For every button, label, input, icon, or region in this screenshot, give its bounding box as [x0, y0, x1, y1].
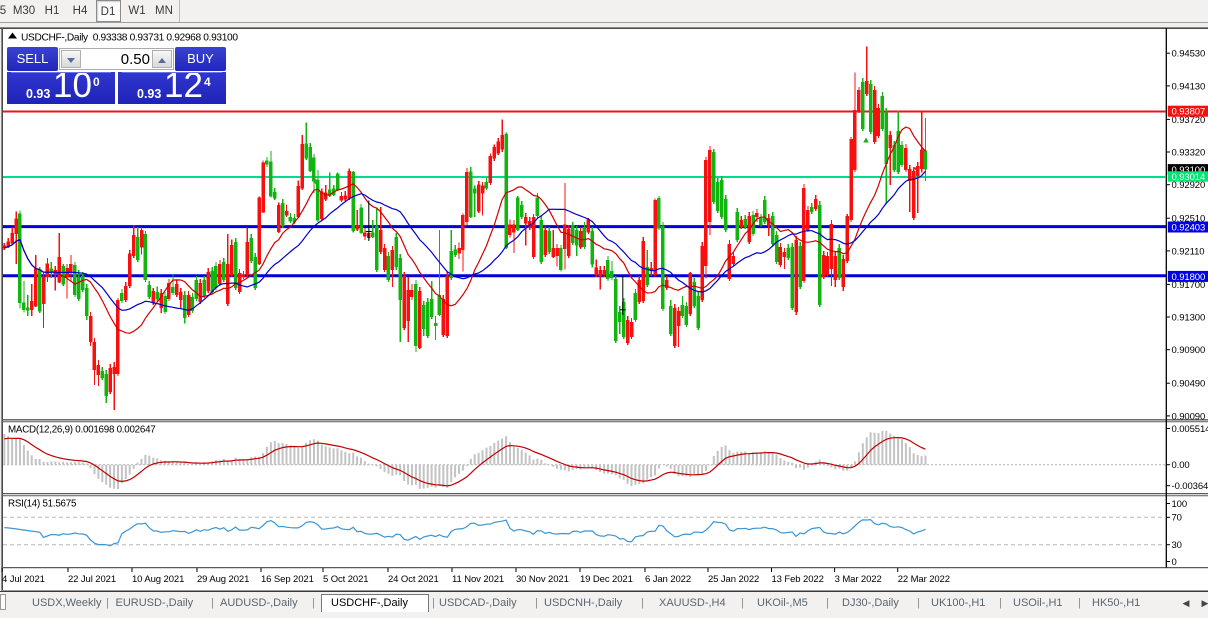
svg-text:4 Jul 2021: 4 Jul 2021: [2, 574, 45, 585]
svg-text:0: 0: [1172, 557, 1177, 568]
svg-text:0.94130: 0.94130: [1172, 81, 1206, 92]
svg-text:0.91700: 0.91700: [1172, 280, 1206, 291]
svg-text:29 Aug 2021: 29 Aug 2021: [197, 574, 249, 585]
svg-text:22 Mar 2022: 22 Mar 2022: [898, 574, 950, 585]
svg-text:70: 70: [1172, 513, 1182, 524]
svg-text:-0.003642: -0.003642: [1172, 481, 1208, 492]
svg-text:25 Jan 2022: 25 Jan 2022: [708, 574, 759, 585]
svg-text:16 Sep 2021: 16 Sep 2021: [261, 574, 314, 585]
svg-text:0.92920: 0.92920: [1172, 180, 1206, 191]
svg-text:0.00: 0.00: [1172, 460, 1190, 471]
svg-text:30 Nov 2021: 30 Nov 2021: [516, 574, 569, 585]
svg-text:0.90090: 0.90090: [1172, 411, 1206, 422]
svg-text:0.92403: 0.92403: [1172, 222, 1206, 233]
svg-text:MACD(12,26,9) 0.001698 0.00264: MACD(12,26,9) 0.001698 0.002647: [8, 425, 155, 436]
svg-text:0.93807: 0.93807: [1172, 107, 1206, 118]
svg-text:0.93100: 0.93100: [1172, 165, 1206, 176]
svg-text:10 Aug 2021: 10 Aug 2021: [132, 574, 184, 585]
svg-text:22 Jul 2021: 22 Jul 2021: [68, 574, 116, 585]
svg-text:3 Mar 2022: 3 Mar 2022: [835, 574, 882, 585]
svg-text:0.92110: 0.92110: [1172, 246, 1205, 257]
svg-text:0.91300: 0.91300: [1172, 312, 1206, 323]
svg-text:24 Oct 2021: 24 Oct 2021: [388, 574, 439, 585]
svg-text:0.90900: 0.90900: [1172, 345, 1206, 356]
svg-text:0.94530: 0.94530: [1172, 49, 1206, 60]
svg-text:30: 30: [1172, 540, 1182, 551]
svg-text:11 Nov 2021: 11 Nov 2021: [452, 574, 504, 585]
svg-text:0.92510: 0.92510: [1172, 214, 1206, 225]
svg-text:0.91800: 0.91800: [1172, 272, 1206, 283]
svg-text:0.005514: 0.005514: [1172, 424, 1208, 435]
svg-text:19 Dec 2021: 19 Dec 2021: [580, 574, 633, 585]
svg-text:13 Feb 2022: 13 Feb 2022: [772, 574, 824, 585]
svg-text:0.93720: 0.93720: [1172, 115, 1206, 126]
svg-text:6 Jan 2022: 6 Jan 2022: [645, 574, 691, 585]
svg-text:RSI(14) 51.5675: RSI(14) 51.5675: [8, 499, 77, 510]
svg-text:0.90490: 0.90490: [1172, 379, 1206, 390]
svg-text:5 Oct 2021: 5 Oct 2021: [323, 574, 368, 585]
svg-text:USDCHF-,Daily 0.93338 0.93731: USDCHF-,Daily 0.93338 0.93731 0.92968 0.…: [21, 33, 238, 44]
svg-text:100: 100: [1172, 499, 1188, 510]
svg-text:0.93320: 0.93320: [1172, 147, 1206, 158]
svg-text:0.93014: 0.93014: [1172, 172, 1206, 183]
